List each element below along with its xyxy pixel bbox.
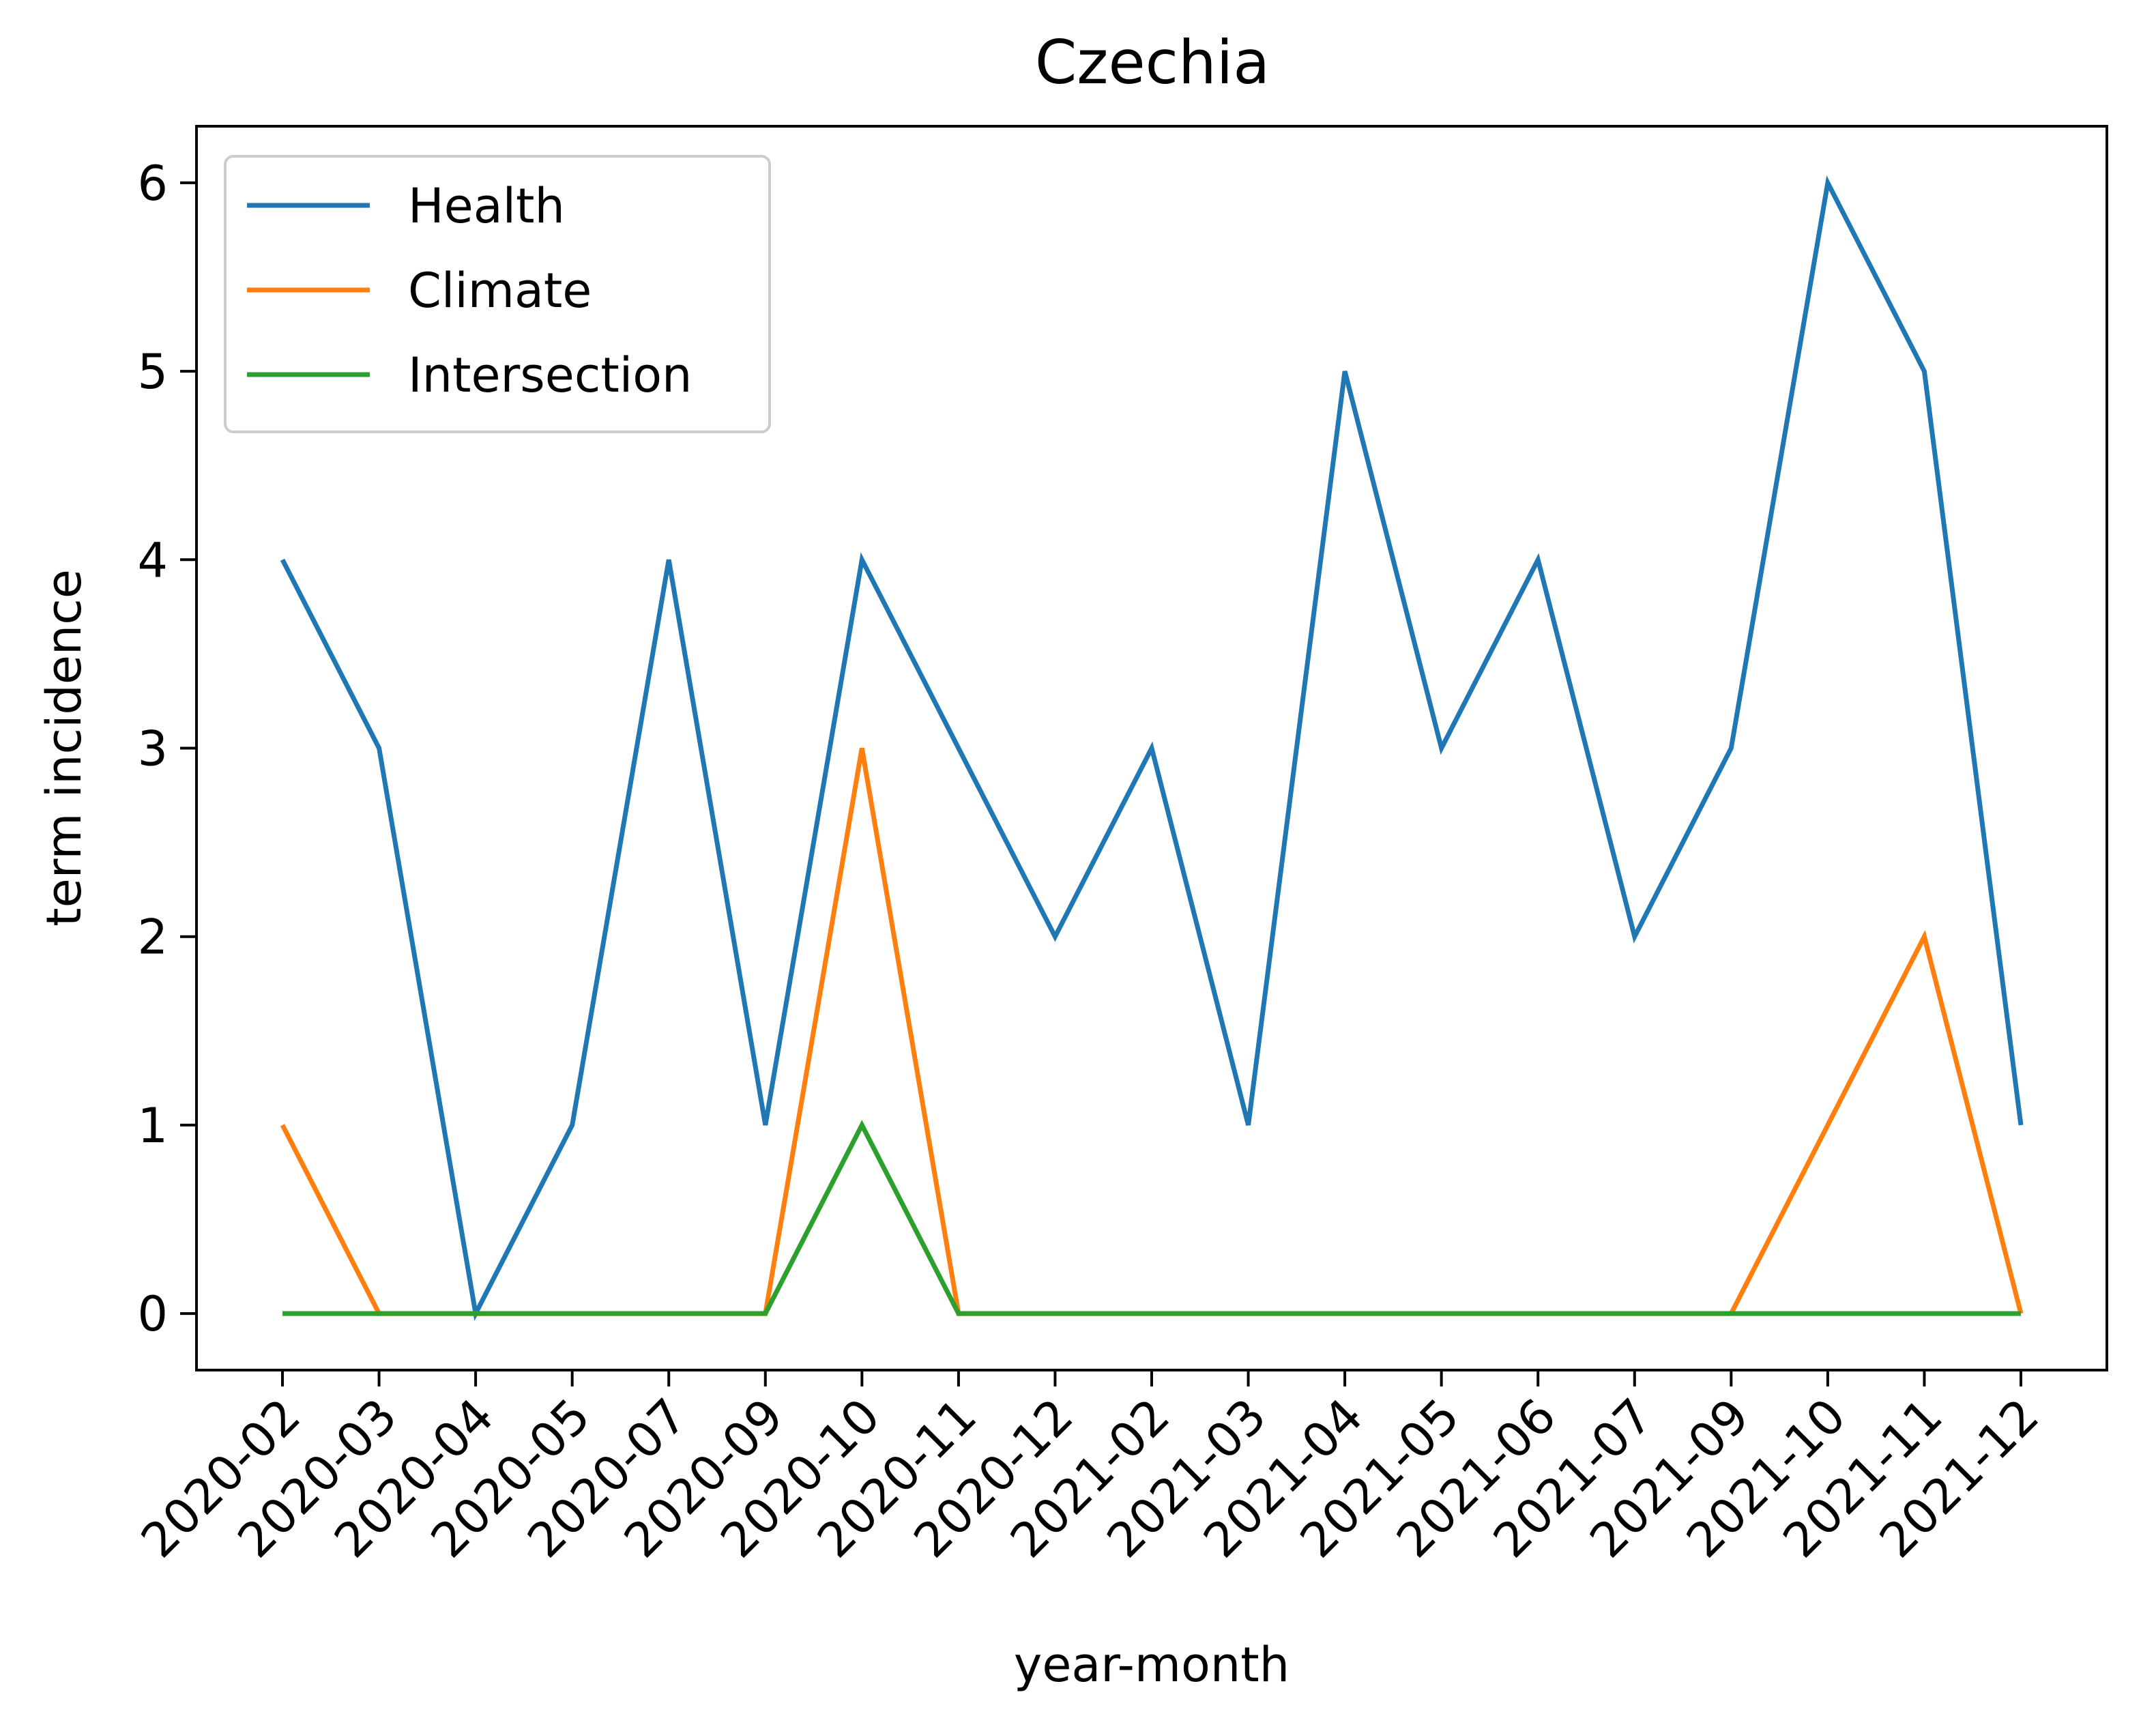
y-axis-ticks: 0 1 2 3 4 5 6 xyxy=(137,156,196,1342)
y-tick-label: 1 xyxy=(137,1098,168,1154)
series-line-intersection xyxy=(282,1120,2021,1316)
y-tick-label: 6 xyxy=(137,156,168,212)
y-tick-label: 5 xyxy=(137,344,168,400)
y-tick-label: 0 xyxy=(137,1286,168,1342)
chart-title: Czechia xyxy=(1035,27,1270,98)
plot-area xyxy=(280,175,2024,1322)
legend-label: Health xyxy=(408,178,565,234)
y-tick-label: 3 xyxy=(137,721,168,777)
legend-label: Climate xyxy=(408,263,592,319)
y-axis-label: term incidence xyxy=(36,569,92,927)
x-axis-label: year-month xyxy=(1014,1637,1290,1693)
y-tick-label: 4 xyxy=(137,532,168,588)
series-line-health xyxy=(280,175,2024,1322)
y-tick-label: 2 xyxy=(137,910,168,965)
legend: Health Climate Intersection xyxy=(224,155,771,433)
x-axis-ticks: 2020-022020-032020-042020-052020-072020-… xyxy=(130,1370,2050,1569)
legend-box xyxy=(224,155,771,433)
legend-label: Intersection xyxy=(408,347,692,403)
